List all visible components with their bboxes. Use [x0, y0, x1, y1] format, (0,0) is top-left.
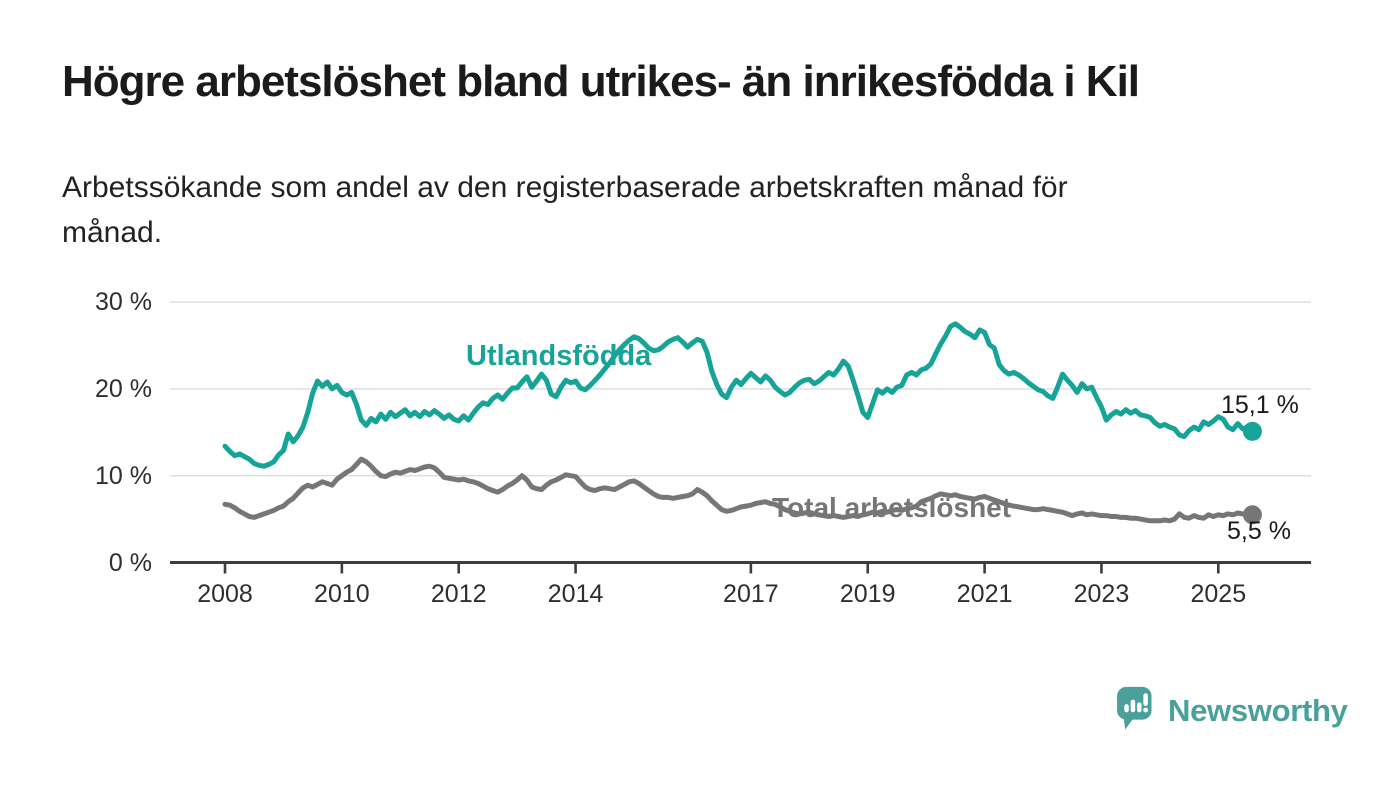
subtitle-line-1: Arbetssökande som andel av den registerb… [62, 171, 1068, 204]
end-value-utlandsfodda: 15,1 % [1221, 391, 1299, 419]
page-subtitle: Arbetssökande som andel av den registerb… [62, 165, 1312, 255]
newsworthy-logo-text: Newsworthy [1168, 692, 1348, 728]
x-axis-tick-2017: 2017 [723, 580, 779, 608]
x-axis-tick-2012: 2012 [430, 580, 487, 608]
newsworthy-branding: Newsworthy [1116, 686, 1348, 735]
x-axis-tick-2008: 2008 [197, 580, 253, 608]
y-axis-tick-0: 0 % [108, 548, 152, 577]
x-axis-tick-2014: 2014 [547, 580, 604, 608]
series-label-utlandsfodda: Utlandsfödda [466, 340, 652, 372]
newsworthy-logo-icon [1117, 686, 1152, 730]
x-axis-tick-2010: 2010 [314, 580, 370, 608]
x-axis-tick-2021: 2021 [956, 580, 1013, 608]
y-axis-tick-30: 30 % [95, 288, 152, 317]
x-axis-tick-2023: 2023 [1073, 580, 1130, 608]
x-axis-tick-2025: 2025 [1190, 580, 1247, 608]
y-axis-tick-10: 10 % [95, 461, 152, 490]
x-axis-tick-2019: 2019 [839, 580, 896, 608]
y-axis-tick-20: 20 % [95, 374, 152, 403]
series-label-total-arbetsloshet: Total arbetslöshet [772, 492, 1012, 523]
subtitle-line-2: månad. [62, 216, 163, 249]
end-value-total: 5,5 % [1227, 517, 1291, 545]
page-title: Högre arbetslöshet bland utrikes- än inr… [62, 57, 1140, 106]
